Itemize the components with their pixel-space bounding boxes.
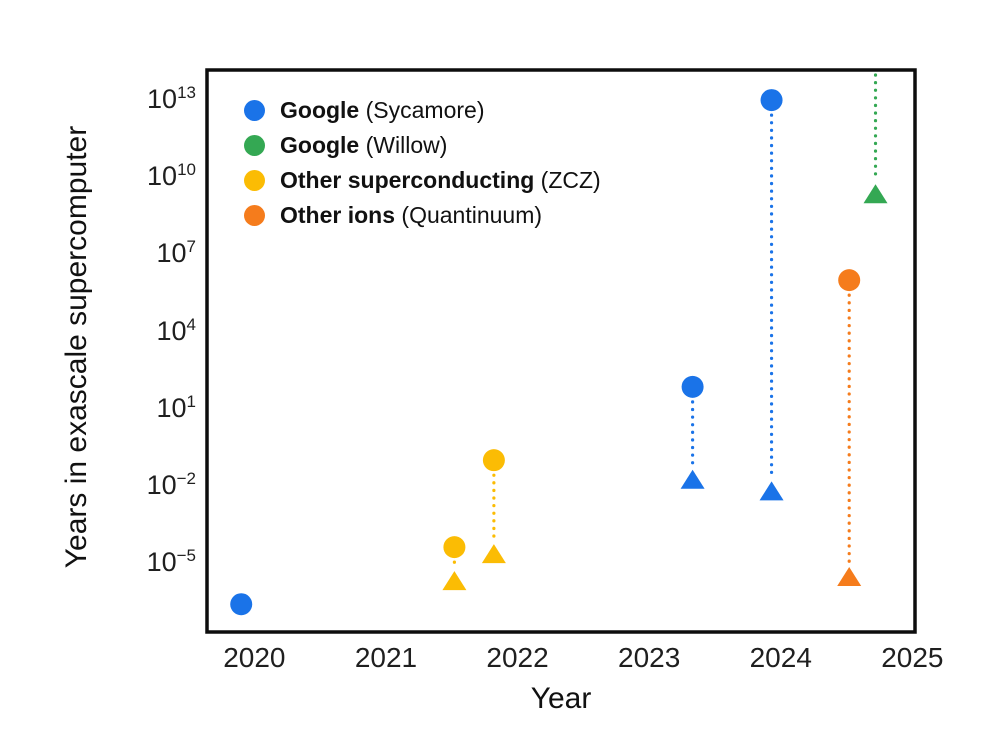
x-tick-label: 2020 [223,642,286,673]
legend-marker-circle [244,135,265,156]
data-point-triangle [837,566,862,586]
legend-item: Other superconducting (ZCZ) [244,163,601,198]
data-point-triangle [442,571,467,591]
x-tick-label: 2024 [749,642,812,673]
data-point-triangle [863,184,888,204]
legend-item-label: Google (Sycamore) [280,97,485,123]
legend-item: Other ions (Quantinuum) [244,198,601,233]
legend-marker-circle [244,170,265,191]
data-point-circle [760,89,783,112]
y-tick-label: 107 [156,237,196,269]
plot-border [205,68,917,634]
y-tick-label: 101 [156,391,196,423]
y-axis-label: Years in exascale supercomputer [60,125,93,569]
legend-marker-circle [244,205,265,226]
x-tick-label: 2023 [618,642,681,673]
data-point-circle [230,593,253,616]
legend-item-label: Google (Willow) [280,132,448,158]
legend: Google (Sycamore) Google (Willow) Other su… [244,93,601,233]
data-point-triangle [680,469,705,489]
y-tick-label: 1013 [147,83,196,115]
y-tick-label: 1010 [147,160,196,192]
legend-item: Google (Sycamore) [244,93,601,128]
x-tick-label: 2022 [486,642,549,673]
y-tick-label: 10−5 [146,546,196,578]
data-point-circle [681,375,704,398]
x-tick-label: 2021 [354,642,418,673]
legend-item-label: Other superconducting (ZCZ) [280,167,601,193]
x-tick-label: 2025 [881,642,944,673]
data-point-circle [443,536,466,559]
legend-item: Google (Willow) [244,128,601,163]
y-tick-label: 10−2 [146,468,196,500]
legend-item-label: Other ions (Quantinuum) [280,202,543,228]
data-point-circle [838,269,861,292]
y-tick-label: 104 [156,314,196,346]
data-point-triangle [759,481,784,501]
x-axis-label: Year [530,682,592,715]
data-point-circle [482,449,505,472]
legend-marker-circle [244,100,265,121]
data-point-triangle [481,544,506,564]
